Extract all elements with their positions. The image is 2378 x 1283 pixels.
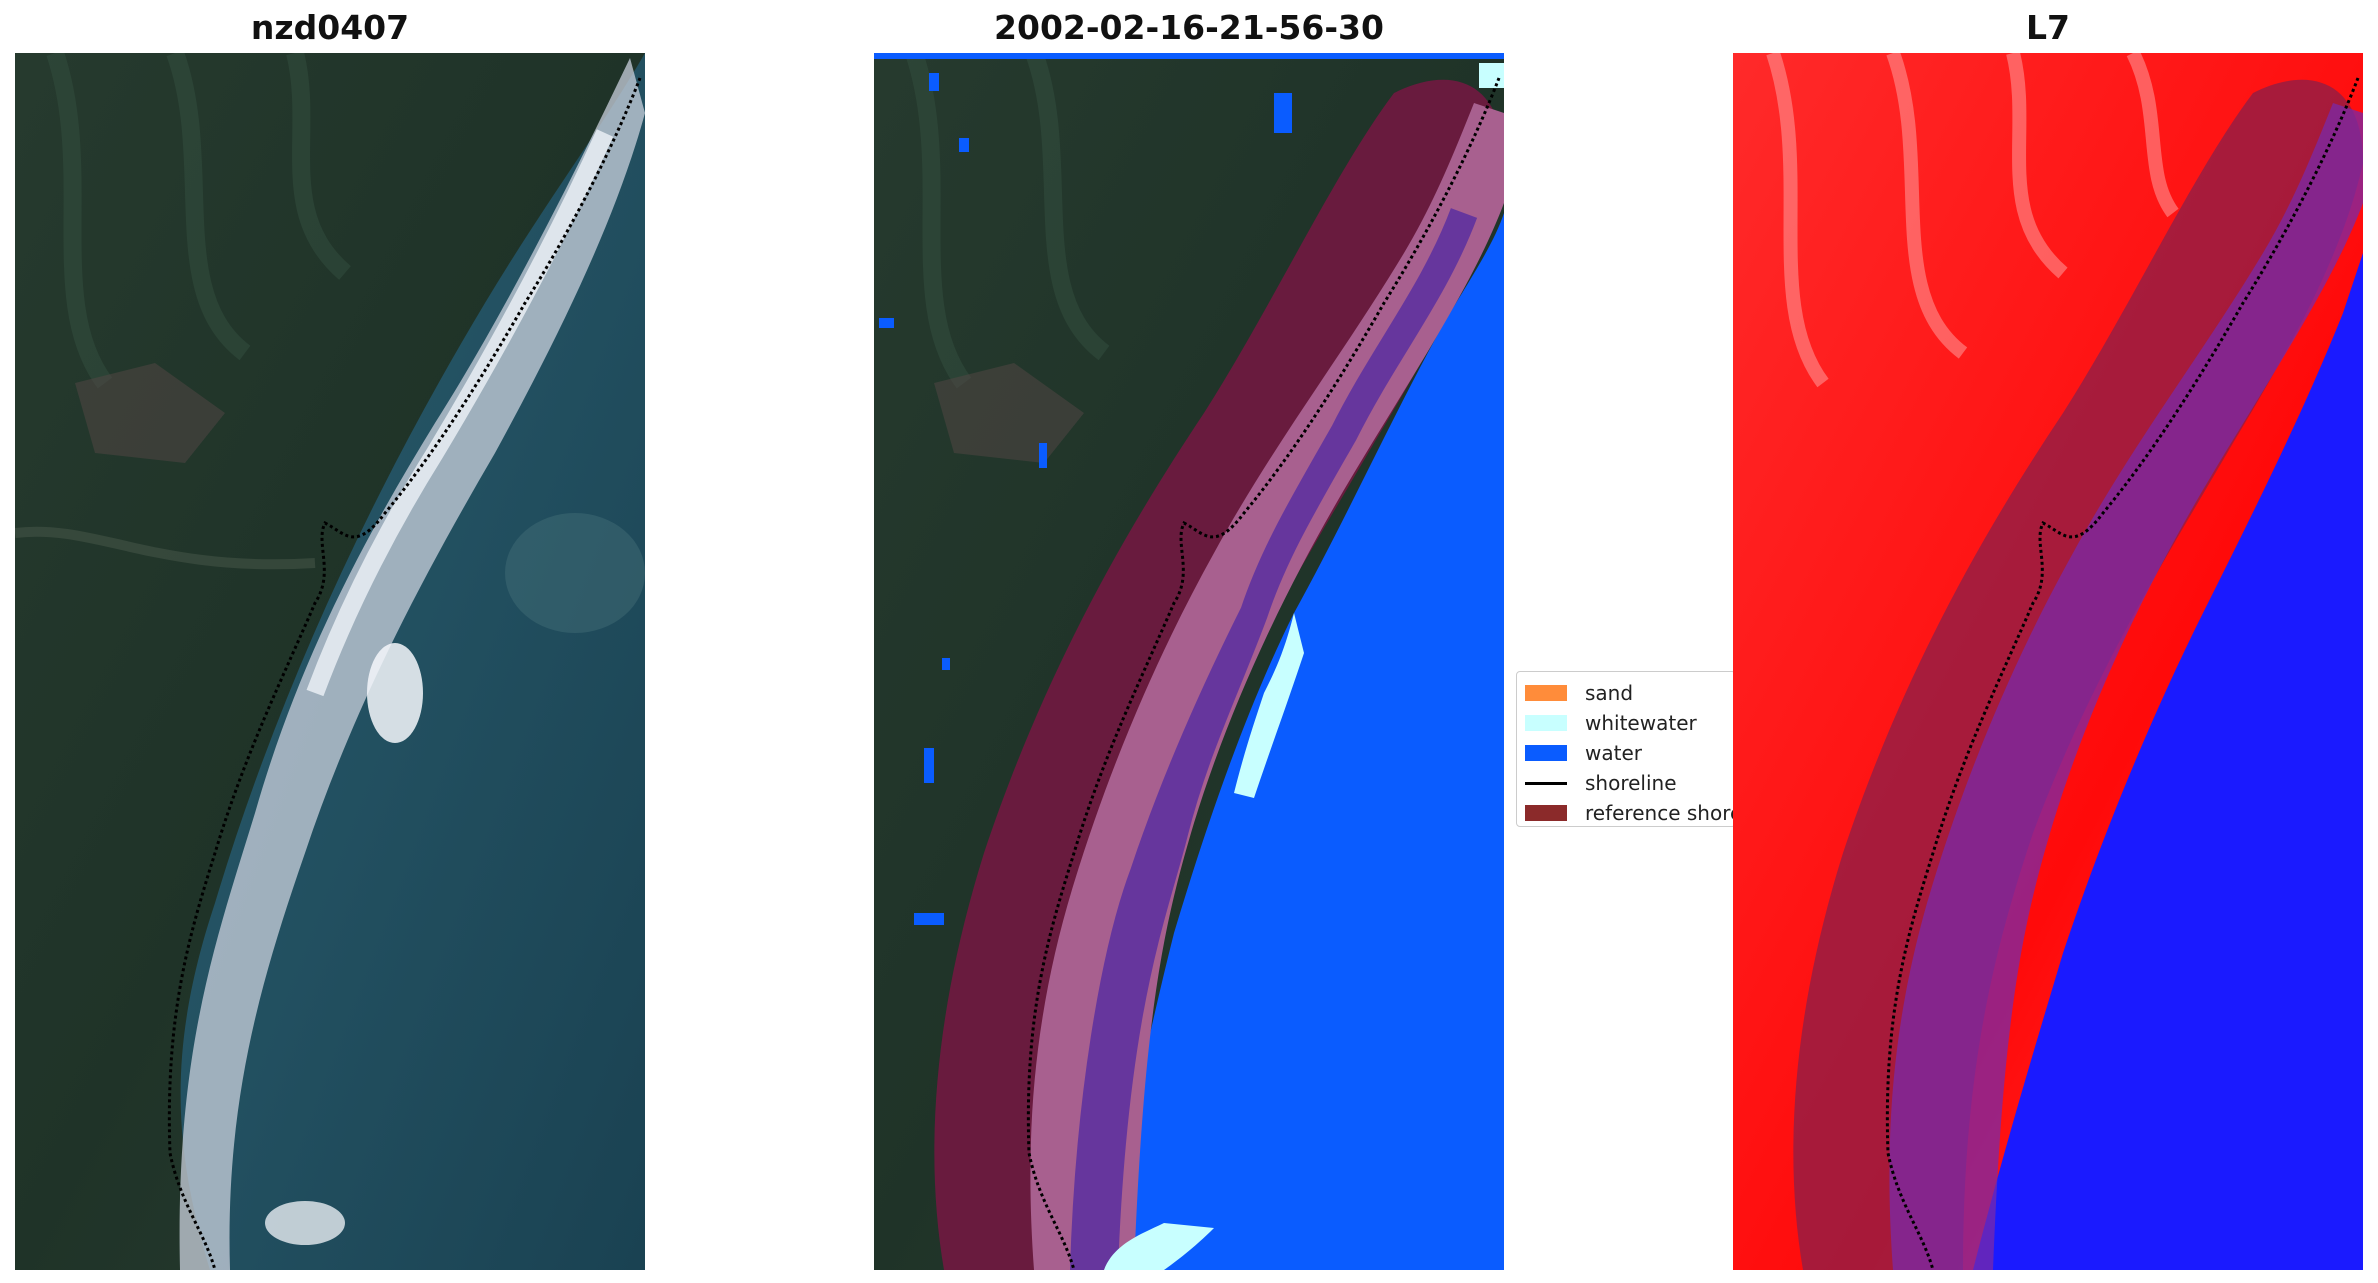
breaking-waves <box>306 129 614 697</box>
legend-item-shoreline: shoreline <box>1525 768 1735 798</box>
wave-crest-bottom <box>265 1201 345 1245</box>
ridge-lines <box>46 53 352 389</box>
panel-title-index: L7 <box>2026 8 2070 47</box>
panel-index-image <box>1733 53 2363 1270</box>
ridge-lines <box>905 53 1110 389</box>
water-speck <box>1274 93 1292 133</box>
ridge-lines <box>1766 53 2179 388</box>
legend-item-sand: sand <box>1525 678 1735 708</box>
sediment-plume <box>505 513 645 633</box>
legend-label: whitewater <box>1585 711 1697 735</box>
panel-classified-image <box>874 53 1504 1270</box>
water-speck <box>929 73 939 91</box>
panel-title-classified: 2002-02-16-21-56-30 <box>994 8 1384 47</box>
water-speck <box>942 658 950 670</box>
legend: sand whitewater water shoreline referenc… <box>1516 671 1736 827</box>
legend-label: shoreline <box>1585 771 1677 795</box>
water-speck <box>1039 443 1047 468</box>
legend-line-shoreline <box>1525 781 1567 785</box>
shoreline-line <box>1026 77 1501 1270</box>
rgb-image-canvas <box>15 53 645 1270</box>
index-image-canvas <box>1733 53 2363 1270</box>
legend-swatch-sand <box>1525 685 1567 701</box>
water-in-buffer <box>1069 208 1478 1270</box>
wave-crest <box>367 643 423 743</box>
water-speck <box>959 138 969 152</box>
legend-label: sand <box>1585 681 1634 705</box>
legend-item-reference-buffer: reference shoreline buffer <box>1525 798 1735 826</box>
whitewater-patch <box>1234 613 1304 798</box>
panel-title-rgb: nzd0407 <box>250 8 410 47</box>
legend-item-whitewater: whitewater <box>1525 708 1735 738</box>
whitewater-bottom <box>1104 1223 1214 1270</box>
surf-zone <box>179 58 645 1270</box>
legend-label: water <box>1585 741 1642 765</box>
legend-item-water: water <box>1525 738 1735 768</box>
water-speck <box>924 748 934 783</box>
river-line <box>15 526 316 570</box>
panel-rgb-image <box>15 53 645 1270</box>
water-speck <box>914 913 944 925</box>
buffer-inner-zone <box>1889 103 2363 1270</box>
classified-image-canvas <box>874 53 1504 1270</box>
bare-patch <box>75 363 225 463</box>
whitewater-top <box>1479 63 1504 88</box>
legend-label: reference shoreline buffer <box>1585 801 1735 825</box>
bare-patch <box>934 363 1084 463</box>
water-class-area <box>1104 213 1504 1270</box>
shoreline-line <box>1885 77 2360 1270</box>
water-index-area <box>1973 253 2363 1270</box>
legend-swatch-reference-buffer <box>1525 805 1567 821</box>
legend-swatch-whitewater <box>1525 715 1567 731</box>
water-speck <box>879 318 894 328</box>
water-strip-top <box>874 53 1504 59</box>
shoreline-line <box>167 77 642 1270</box>
legend-swatch-water <box>1525 745 1567 761</box>
